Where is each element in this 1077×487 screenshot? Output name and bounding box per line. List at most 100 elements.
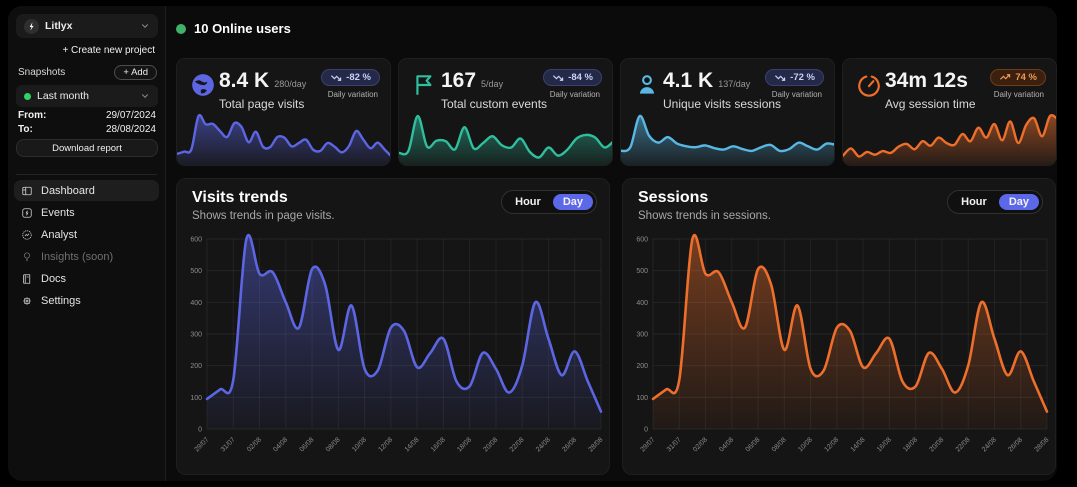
svg-text:06/08: 06/08 <box>744 436 761 453</box>
svg-text:18/08: 18/08 <box>902 436 919 453</box>
svg-text:04/08: 04/08 <box>272 436 289 453</box>
chart-subtitle: Shows trends in page visits. <box>192 210 335 222</box>
svg-text:10/08: 10/08 <box>797 436 814 453</box>
stat-value-row: 34m 12s <box>885 69 973 93</box>
sidebar-item-insights[interactable]: Insights (soon) <box>14 246 159 267</box>
toggle-hour-button[interactable]: Hour <box>961 196 987 208</box>
svg-text:300: 300 <box>190 332 202 339</box>
stat-card-avg-session-time: 34m 12s Avg session time 74 % Daily vari… <box>842 58 1057 166</box>
stat-value: 167 <box>441 69 477 92</box>
analyst-icon <box>22 229 32 240</box>
stat-value-row: 167 5/day <box>441 69 503 93</box>
sidebar-divider <box>16 174 157 175</box>
online-users: 10 Online users <box>176 21 291 36</box>
to-value: 28/08/2024 <box>105 124 156 135</box>
badge-note: Daily variation <box>993 90 1044 99</box>
user-icon <box>634 72 660 103</box>
sidebar-item-dashboard[interactable]: Dashboard <box>14 180 159 201</box>
chart-title: Sessions <box>638 189 709 206</box>
project-name: Litlyx <box>45 20 73 32</box>
svg-text:28/08: 28/08 <box>587 436 604 453</box>
sidebar-item-label: Dashboard <box>41 184 95 197</box>
svg-text:08/08: 08/08 <box>325 436 342 453</box>
badge-value: -72 % <box>790 72 815 83</box>
sessions-chart: 0 100 200 300 400 500 600 29/07 31/07 02/08 04/08 0… <box>636 234 1051 453</box>
litlyx-logo-icon <box>24 18 39 34</box>
gear-icon <box>23 296 31 305</box>
svg-text:24/08: 24/08 <box>535 436 552 453</box>
app-window: Litlyx + Create new project Snapshots + … <box>8 6 1057 481</box>
svg-text:31/07: 31/07 <box>220 436 237 453</box>
create-new-project-link[interactable]: + Create new project <box>62 45 155 56</box>
badge-note: Daily variation <box>771 90 822 99</box>
svg-text:200: 200 <box>190 363 202 370</box>
sidebar-item-label: Analyst <box>41 228 78 241</box>
sidebar-item-settings[interactable]: Settings <box>14 290 159 311</box>
svg-text:12/08: 12/08 <box>823 436 840 453</box>
chart-title: Visits trends <box>192 189 288 206</box>
svg-text:28/08: 28/08 <box>1033 436 1050 453</box>
sidebar-nav: Dashboard Events Analyst Insights (soon)… <box>14 180 159 312</box>
date-range-selector[interactable]: Last month <box>16 85 158 107</box>
svg-text:14/08: 14/08 <box>404 436 421 453</box>
stat-card-page-visits: 8.4 K 280/day Total page visits -82 % Da… <box>176 58 391 166</box>
svg-text:26/08: 26/08 <box>561 436 578 453</box>
svg-text:500: 500 <box>190 268 202 275</box>
add-snapshot-button[interactable]: + Add <box>114 65 157 80</box>
svg-text:16/08: 16/08 <box>876 436 893 453</box>
svg-text:02/08: 02/08 <box>246 436 263 453</box>
sessions-card: Sessions Shows trends in sessions. Hour … <box>622 178 1056 475</box>
snapshots-row: Snapshots + Add <box>18 65 157 80</box>
svg-text:12/08: 12/08 <box>377 436 394 453</box>
sidebar-item-analyst[interactable]: Analyst <box>14 224 159 245</box>
svg-text:100: 100 <box>636 395 648 402</box>
toggle-day-button[interactable]: Day <box>998 194 1039 210</box>
stat-per-day: 137/day <box>718 79 751 89</box>
sparkline-unique-sessions <box>621 114 834 165</box>
badge-value: -84 % <box>568 72 593 83</box>
svg-text:10/08: 10/08 <box>351 436 368 453</box>
project-selector[interactable]: Litlyx <box>16 14 158 38</box>
snapshots-label: Snapshots <box>18 67 66 78</box>
online-users-label: 10 Online users <box>194 21 291 36</box>
stat-value-row: 8.4 K 280/day <box>219 69 306 93</box>
trending-down-icon <box>331 75 342 81</box>
to-date-row: To: 28/08/2024 <box>18 124 156 135</box>
svg-text:08/08: 08/08 <box>771 436 788 453</box>
flag-icon <box>412 72 438 103</box>
badge-value: 74 % <box>1015 72 1037 83</box>
badge-note: Daily variation <box>327 90 378 99</box>
svg-text:22/08: 22/08 <box>955 436 972 453</box>
svg-text:24/08: 24/08 <box>981 436 998 453</box>
docs-icon <box>23 273 31 284</box>
svg-text:200: 200 <box>636 363 648 370</box>
sidebar-item-docs[interactable]: Docs <box>14 268 159 289</box>
svg-text:29/07: 29/07 <box>193 436 210 453</box>
svg-text:600: 600 <box>636 237 648 244</box>
date-range-value: Last month <box>37 90 89 102</box>
snapshot-dot <box>24 92 31 100</box>
sidebar-item-label: Events <box>41 206 75 219</box>
toggle-day-button[interactable]: Day <box>552 194 593 210</box>
stat-card-unique-sessions: 4.1 K 137/day Unique visits sessions -72… <box>620 58 835 166</box>
chevron-down-icon <box>140 91 150 101</box>
daily-variation-badge: -84 % <box>543 69 602 86</box>
sidebar: Litlyx + Create new project Snapshots + … <box>8 6 166 481</box>
stat-title: Avg session time <box>885 97 976 111</box>
sparkline-avg-session-time <box>843 114 1056 165</box>
from-date-row: From: 29/07/2024 <box>18 110 156 121</box>
sidebar-item-events[interactable]: Events <box>14 202 159 223</box>
interval-toggle: Hour Day <box>501 190 597 214</box>
svg-text:26/08: 26/08 <box>1007 436 1024 453</box>
from-value: 29/07/2024 <box>105 110 156 121</box>
badge-note: Daily variation <box>549 90 600 99</box>
download-report-button[interactable]: Download report <box>16 139 158 157</box>
to-label: To: <box>18 124 33 135</box>
svg-text:14/08: 14/08 <box>850 436 867 453</box>
globe-icon <box>190 72 216 103</box>
toggle-hour-button[interactable]: Hour <box>515 196 541 208</box>
from-label: From: <box>18 110 47 121</box>
svg-text:04/08: 04/08 <box>718 436 735 453</box>
svg-text:0: 0 <box>644 427 648 434</box>
stat-title: Total page visits <box>219 97 305 111</box>
